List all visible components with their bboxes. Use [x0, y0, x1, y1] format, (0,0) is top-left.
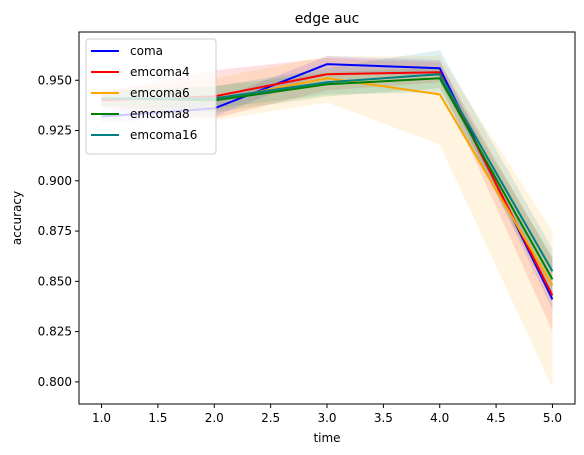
band-emcoma6 [101, 56, 553, 388]
y-tick-label: 0.850 [38, 274, 72, 288]
x-axis-ticks: 1.0 1.5 2.0 2.5 3.0 3.5 4.0 4.5 5.0 [92, 404, 562, 425]
y-axis-label: accuracy [10, 191, 24, 245]
x-tick-label: 1.0 [92, 411, 111, 425]
legend-box [85, 38, 217, 155]
x-tick-label: 2.5 [261, 411, 280, 425]
x-tick-label: 4.0 [430, 411, 449, 425]
legend-label-coma: coma [130, 44, 163, 58]
legend-label-emcoma4: emcoma4 [130, 65, 190, 79]
y-tick-label: 0.875 [38, 224, 72, 238]
y-tick-label: 0.825 [38, 325, 72, 339]
x-axis-label: time [313, 431, 340, 445]
y-tick-label: 0.950 [38, 73, 72, 87]
x-tick-label: 3.0 [317, 411, 336, 425]
y-tick-label: 0.800 [38, 375, 72, 389]
chart-title: edge auc [295, 11, 360, 27]
x-tick-label: 4.5 [487, 411, 506, 425]
x-tick-label: 5.0 [543, 411, 562, 425]
y-axis-ticks: 0.800 0.825 0.850 0.875 0.900 0.925 0.950 [38, 73, 79, 389]
x-tick-label: 1.5 [148, 411, 167, 425]
legend-label-emcoma8: emcoma8 [130, 107, 190, 121]
y-tick-label: 0.925 [38, 124, 72, 138]
x-tick-label: 3.5 [374, 411, 393, 425]
legend: coma emcoma4 emcoma6 emcoma8 emcoma16 [85, 38, 217, 155]
y-tick-label: 0.900 [38, 174, 72, 188]
x-tick-label: 2.0 [205, 411, 224, 425]
legend-label-emcoma16: emcoma16 [130, 128, 197, 142]
legend-label-emcoma6: emcoma6 [130, 86, 190, 100]
